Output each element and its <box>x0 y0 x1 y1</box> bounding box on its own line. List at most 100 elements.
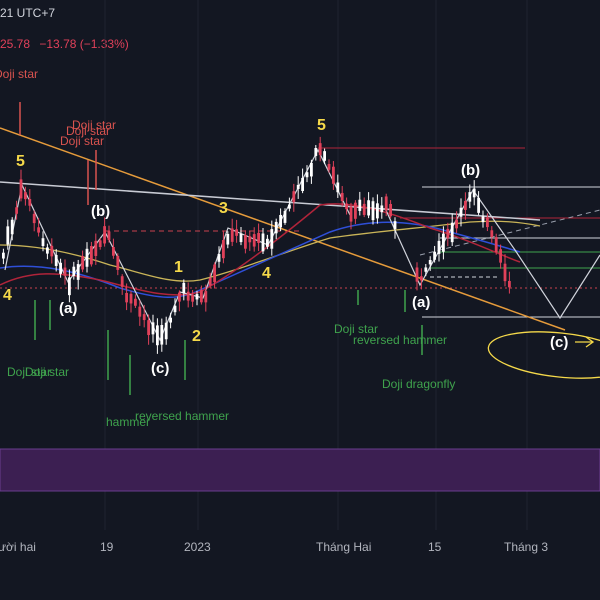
candle-body <box>2 252 5 259</box>
candle-body <box>367 200 370 216</box>
candle-body <box>178 292 181 302</box>
wave-label-c-right: (c) <box>550 334 568 351</box>
candle-body <box>486 217 489 228</box>
wave-label-c-left: (c) <box>151 360 169 377</box>
candle-body <box>433 251 436 260</box>
candle-body <box>376 203 379 219</box>
candle-body <box>345 203 348 210</box>
candle-body <box>164 322 168 340</box>
wave-label-1: 1 <box>174 259 183 276</box>
candle-body <box>354 202 357 219</box>
ma-yellow <box>0 220 541 282</box>
candle-body <box>182 282 186 294</box>
wave-label-5-left: 5 <box>16 153 25 170</box>
candle-body <box>147 320 150 336</box>
x-axis-label: 15 <box>428 540 442 554</box>
wave-label-4-mid: 4 <box>262 265 271 282</box>
candle-body <box>46 247 49 254</box>
candle-body <box>252 234 256 247</box>
candle-body <box>481 216 485 223</box>
candle-body <box>94 240 98 256</box>
candle-body <box>10 219 14 235</box>
candle-body <box>323 151 326 161</box>
projection-arrow-head <box>585 336 595 348</box>
candle-body <box>6 226 10 245</box>
candle-body <box>59 262 62 274</box>
candle-body <box>186 291 190 301</box>
grid <box>104 0 528 530</box>
candle-body <box>274 221 278 234</box>
candle-body <box>72 266 76 276</box>
candle-body <box>279 214 282 228</box>
candle-body <box>37 227 40 233</box>
candle-body <box>208 277 212 286</box>
candle-body <box>389 203 392 217</box>
candle-body <box>191 294 194 302</box>
candle-body <box>28 199 32 206</box>
candle-body <box>213 264 216 283</box>
candle-body <box>301 177 304 191</box>
pattern-label: Doji star <box>72 118 116 132</box>
candle-body <box>239 233 243 243</box>
candle-body <box>41 238 45 246</box>
candle-body <box>292 191 296 203</box>
candle-body <box>415 267 419 282</box>
pattern-label: Doji star <box>0 67 38 81</box>
candle-body <box>81 256 84 270</box>
candle-body <box>305 172 309 178</box>
candle-body <box>98 240 102 248</box>
pattern-label: reversed hammer <box>135 409 229 423</box>
pattern-label: Doji star <box>334 322 378 336</box>
candle-body <box>288 204 291 209</box>
x-axis-label: Tháng Hai <box>316 540 371 554</box>
candle-body <box>217 254 221 262</box>
candle-body <box>160 325 164 345</box>
candle-body <box>314 148 318 156</box>
candle-body <box>116 255 120 270</box>
candle-body <box>499 249 502 263</box>
candle-body <box>446 228 450 239</box>
candle-body <box>393 221 397 230</box>
candle-body <box>156 325 159 346</box>
candle-body <box>107 231 111 240</box>
header-price: 25.78 <box>0 37 31 51</box>
candle-body <box>120 276 124 287</box>
candle-body <box>169 317 172 323</box>
pattern-label: Doji star <box>7 365 51 379</box>
candle-body <box>310 162 313 177</box>
candle-body <box>15 207 18 214</box>
candle-body <box>437 240 441 254</box>
orange-trendline <box>0 127 566 331</box>
candle-body <box>340 192 344 202</box>
wave-label-a-right: (a) <box>412 294 430 311</box>
candle-body <box>222 240 225 259</box>
candle-body <box>270 229 274 249</box>
white-trendline <box>0 181 541 221</box>
wave-label-4-left: 4 <box>3 287 12 304</box>
candle-body <box>442 233 445 252</box>
candle-body <box>508 280 511 288</box>
candle-body <box>424 267 428 272</box>
candle-body <box>112 246 115 256</box>
candle-body <box>371 201 375 221</box>
candle-body <box>226 233 230 245</box>
candle-body <box>283 211 287 223</box>
candle-body <box>420 276 423 281</box>
candle-body <box>380 205 384 213</box>
candle-body <box>490 230 494 237</box>
wave-label-a-left: (a) <box>59 300 77 317</box>
candle-body <box>151 322 155 335</box>
candle-body <box>244 234 247 249</box>
candle-body <box>464 200 467 210</box>
candle-body <box>138 306 142 317</box>
candle-body <box>19 179 23 199</box>
pattern-label: Doji dragonfly <box>382 377 455 391</box>
candle-body <box>455 219 458 229</box>
candle-body <box>450 222 454 243</box>
candle-body <box>349 206 353 222</box>
wave-label-5-mid: 5 <box>317 117 326 134</box>
wave-path-right <box>384 188 600 320</box>
candle-body <box>327 163 331 170</box>
candle-body <box>332 166 335 184</box>
